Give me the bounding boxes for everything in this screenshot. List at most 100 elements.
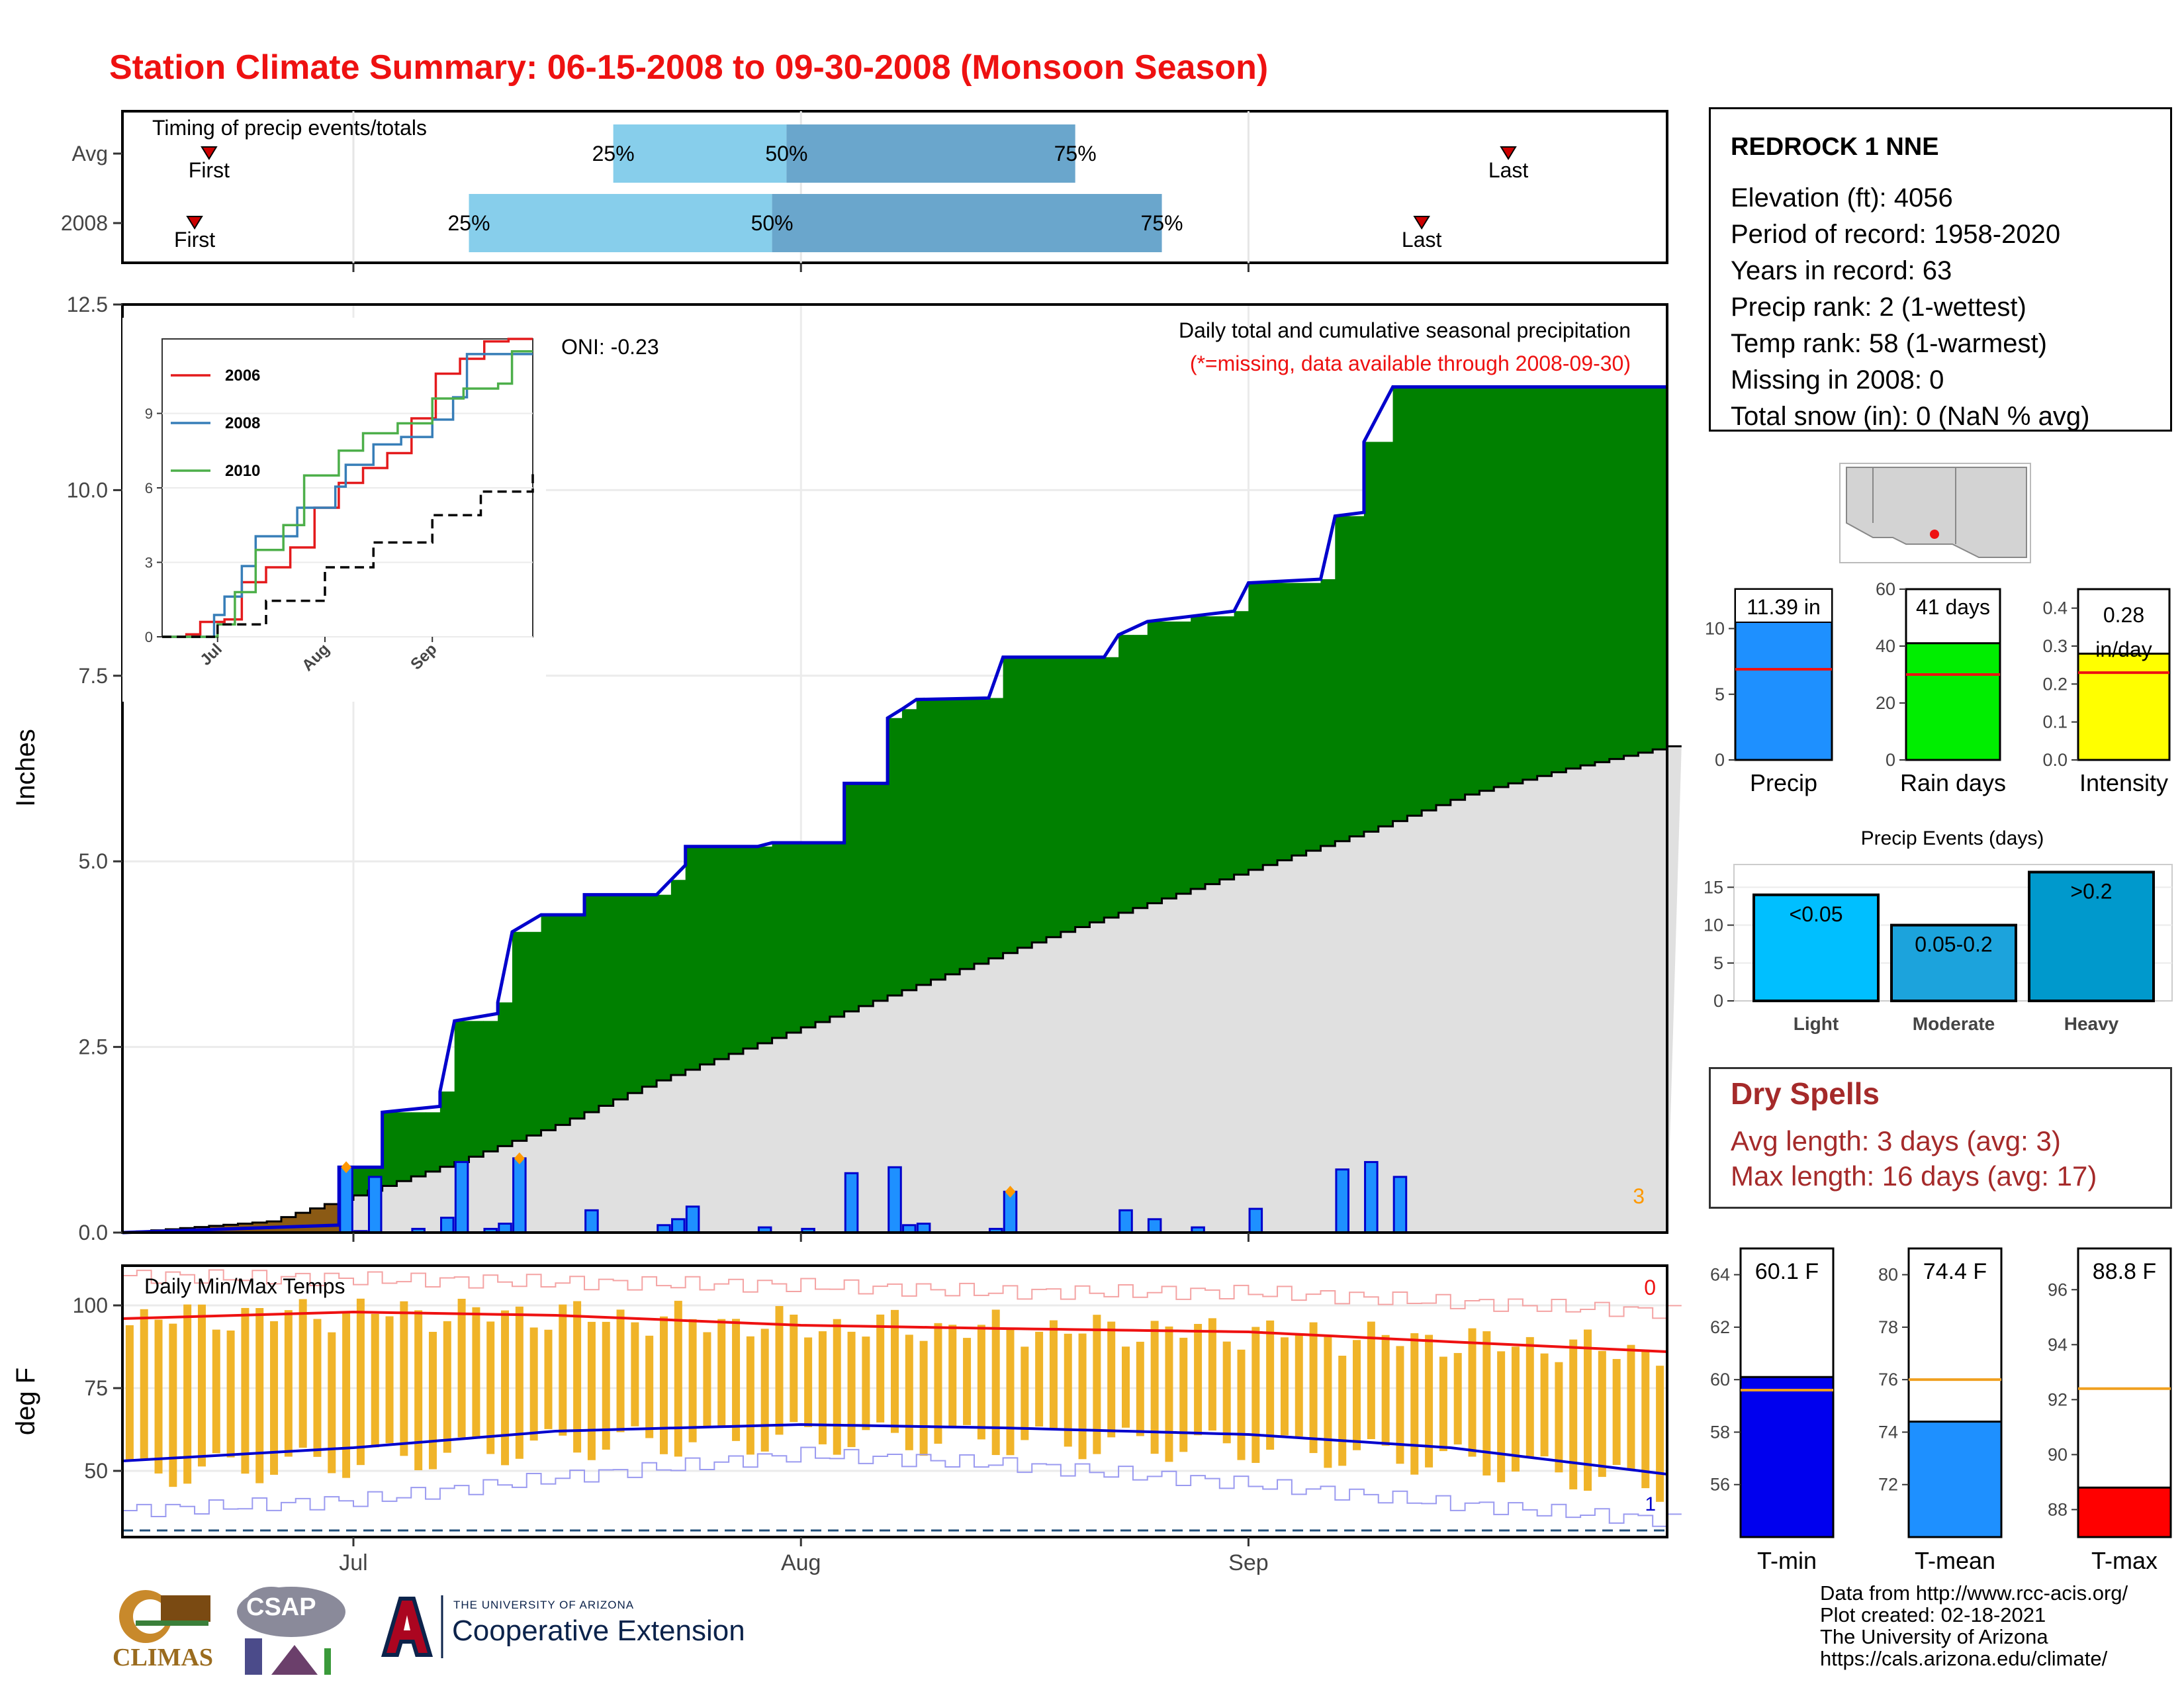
season_intensity-y-tick-label: 0.0 xyxy=(2042,750,2068,770)
daily-temp-bar xyxy=(1511,1346,1520,1472)
temp-panel-frame xyxy=(121,1264,1668,1538)
tmax-label: T-max xyxy=(2091,1547,2158,1574)
daily-temp-bar xyxy=(891,1309,899,1433)
tmin-value-label: 60.1 F xyxy=(1755,1259,1819,1284)
cumulative-diff-area xyxy=(1465,387,1480,795)
daily-precip-bar xyxy=(844,1172,859,1234)
inset-series-line xyxy=(162,338,533,638)
daily-temp-bar xyxy=(717,1319,726,1427)
record-high-line xyxy=(122,1269,1682,1319)
daily-temp-bar xyxy=(1122,1346,1130,1428)
cumulative-diff-area xyxy=(873,783,888,1001)
daily-temp-bar xyxy=(544,1329,553,1429)
ua-logo-small-text: THE UNIVERSITY OF ARIZONA xyxy=(453,1599,635,1611)
timing-q25-label: 25% xyxy=(592,142,635,165)
daily-temp-bar xyxy=(1194,1324,1203,1436)
inset-legend-label: 2010 xyxy=(225,462,260,480)
daily-precip-bar xyxy=(671,1218,686,1234)
timing-q50-q75-bar xyxy=(772,194,1162,252)
season_raindays-y-tick-label: 20 xyxy=(1876,693,1895,713)
timing-first-marker xyxy=(201,146,218,160)
daily-temp-bar xyxy=(746,1336,754,1455)
daily-temp-bar xyxy=(1439,1356,1447,1452)
cumulative-diff-area xyxy=(310,1208,325,1233)
season_precip-label: Precip xyxy=(1750,769,1817,796)
oni-label: ONI: -0.23 xyxy=(561,335,659,359)
cumulative-diff-area xyxy=(786,843,801,1033)
cumulative-diff-area xyxy=(1234,611,1250,875)
cumulative-diff-area xyxy=(281,1217,296,1233)
cumulative-diff-area xyxy=(324,1204,340,1233)
daily-temp-bar xyxy=(1295,1335,1303,1437)
station-location-dot xyxy=(1930,530,1939,539)
temp-y-tick-label: 75 xyxy=(84,1376,108,1400)
daily-temp-bar xyxy=(876,1314,885,1423)
cumulative-diff-area xyxy=(887,718,903,996)
timing-q75-label: 75% xyxy=(1054,142,1097,165)
tmax-y-tick-label: 96 xyxy=(2048,1280,2068,1299)
daily-precip-bar xyxy=(584,1209,599,1234)
daily-temp-bar xyxy=(790,1314,798,1423)
daily-temp-bar xyxy=(342,1311,351,1478)
credit-university: The University of Arizona xyxy=(1820,1625,2048,1648)
daily-temp-bar xyxy=(1021,1346,1029,1440)
avg-cumulative-line xyxy=(122,745,1682,1234)
daily-temp-bar xyxy=(371,1313,379,1448)
tmax-y-tick-label: 92 xyxy=(2048,1389,2068,1409)
precip-corner-count: 3 xyxy=(1633,1184,1645,1208)
cumulative-diff-area xyxy=(1219,616,1235,880)
inset-y-tick-label: 9 xyxy=(145,406,153,422)
daily-temp-bar xyxy=(1107,1321,1116,1438)
climatology-area xyxy=(122,746,1682,1233)
daily-temp-bar xyxy=(659,1316,668,1454)
cumulative-diff-area xyxy=(570,914,585,1119)
cumulative-diff-area xyxy=(627,894,643,1094)
daily-temp-bar xyxy=(963,1338,972,1425)
cumulative-diff-area xyxy=(801,843,816,1027)
daily-temp-bar xyxy=(934,1323,942,1444)
daily-temp-bar xyxy=(1353,1340,1361,1450)
tmin-y-tick-label: 56 xyxy=(1710,1475,1730,1495)
daily-precip-bar xyxy=(1335,1168,1349,1234)
cumulative-diff-area xyxy=(1638,387,1653,753)
daily-temp-bar xyxy=(1208,1318,1216,1430)
daily-temp-bar xyxy=(1035,1331,1044,1427)
daily-temp-bar xyxy=(1612,1358,1621,1466)
cumulative-diff-area xyxy=(1335,516,1350,841)
timing-q25-q50-bar xyxy=(469,194,772,252)
daily-temp-bar xyxy=(775,1305,784,1435)
precip-y-tick-label: 0.0 xyxy=(79,1221,108,1244)
daily-temp-bar xyxy=(169,1323,177,1487)
missing-marker xyxy=(1005,1186,1016,1198)
daily-temp-bar xyxy=(1555,1362,1563,1473)
climas-logo-text: CLIMAS xyxy=(113,1644,214,1671)
timing-first-marker xyxy=(186,216,203,230)
daily-temp-bar xyxy=(674,1301,682,1457)
cumulative-diff-area xyxy=(411,1112,426,1177)
cumulative-diff-area xyxy=(1508,387,1524,784)
inset-y-tick-label: 6 xyxy=(145,480,153,496)
cumulative-diff-area xyxy=(382,1112,398,1186)
tmin-y-tick-label: 58 xyxy=(1710,1422,1730,1442)
logo-row: CLIMAS CSAP THE UNIVERSITY OF ARIZONA Co… xyxy=(109,1582,771,1681)
cumulative-diff-area xyxy=(1118,635,1134,913)
intensity-value-label: 0.28 xyxy=(2103,603,2144,627)
cumulative-diff-area xyxy=(1032,657,1047,943)
timing-q50-q75-bar xyxy=(786,124,1075,183)
station-missing: Missing in 2008: 0 xyxy=(1731,365,1944,395)
cumulative-diff-area xyxy=(931,699,946,980)
daily-precip-bar xyxy=(440,1217,455,1234)
events-bar-label: 0.05-0.2 xyxy=(1915,933,1992,957)
cumulative-diff-area xyxy=(1089,657,1105,923)
cumulative-2008-line xyxy=(122,385,1667,1235)
cumulative-diff-area xyxy=(1566,387,1581,769)
season_raindays-label: Rain days xyxy=(1900,769,2006,796)
daily-precip-bar xyxy=(1118,1209,1133,1234)
tmean-y-tick-label: 80 xyxy=(1878,1265,1898,1285)
timing-q25-label: 25% xyxy=(447,211,490,235)
daily-temp-bar xyxy=(1324,1336,1332,1468)
daily-temp-bar xyxy=(1266,1320,1275,1450)
dry-spells-avg: Avg length: 3 days (avg: 3) xyxy=(1731,1125,2061,1156)
daily-temp-bar xyxy=(183,1304,192,1484)
